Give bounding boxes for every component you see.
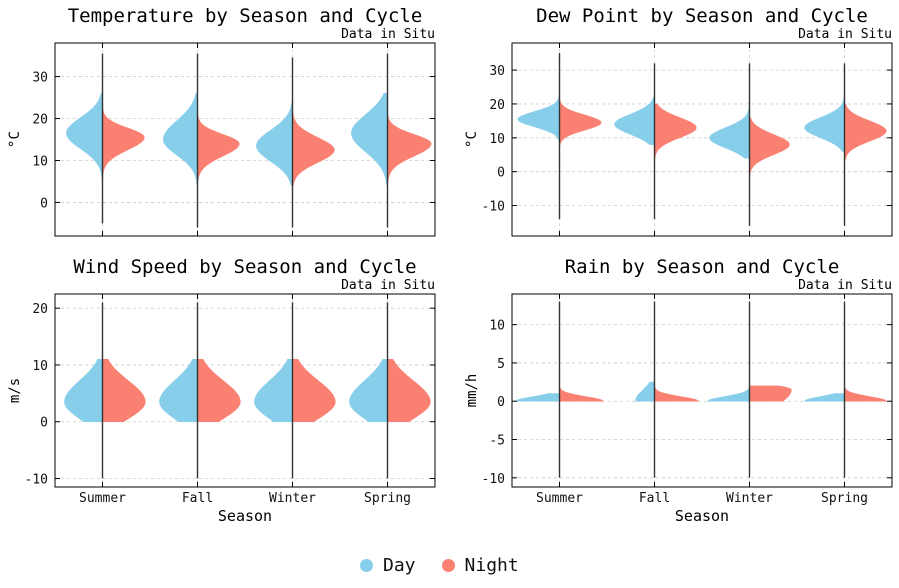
- violin-night-fall: [654, 103, 697, 192]
- y-tick-label: 20: [32, 302, 48, 317]
- violin-night-fall: [197, 358, 241, 423]
- y-tick-label: 0: [40, 416, 48, 431]
- axes-frame: [511, 293, 893, 488]
- violin-day-fall: [159, 358, 198, 423]
- violin-day-fall: [635, 381, 655, 402]
- panel-title: Temperature by Season and Cycle: [68, 5, 423, 27]
- y-tick-label: 10: [32, 359, 48, 374]
- violin-day-winter: [256, 101, 293, 186]
- panel-1: 0 10 20 30 Temperature by Season and CycleDa…: [7, 5, 436, 237]
- y-tick-label: 0: [40, 196, 48, 211]
- y-axis-label: °C: [7, 131, 23, 148]
- legend-item-night: Night: [441, 554, 519, 576]
- x-tick-label: Winter: [269, 491, 316, 506]
- violin-night-summer: [102, 93, 145, 182]
- panel-3: -10 0 10 20 Summer Fall Winter Spring Wind Speed…: [7, 256, 436, 525]
- violin-day-winter: [707, 378, 750, 402]
- violin-night-spring: [387, 93, 432, 186]
- violin-day-fall: [162, 93, 198, 186]
- x-axis-label: Season: [218, 507, 272, 525]
- violin-day-spring: [804, 96, 845, 152]
- axes-frame: [54, 42, 436, 237]
- legend-label-day: Day: [383, 554, 416, 576]
- x-tick-label: Summer: [536, 491, 583, 506]
- y-tick-label: -10: [482, 200, 505, 215]
- violin-night-summer: [102, 358, 146, 423]
- panel-subtitle: Data in Situ: [798, 27, 892, 42]
- violin-night-winter: [749, 385, 792, 402]
- y-tick-label: 20: [489, 98, 505, 113]
- panel-title: Dew Point by Season and Cycle: [536, 5, 868, 27]
- legend-marker-day: [360, 558, 373, 572]
- violin-day-spring: [804, 393, 845, 402]
- y-tick-label: 0: [497, 395, 505, 410]
- panel-2: -10 0 10 20 30 Dew Point by Season and CycleD…: [464, 5, 893, 237]
- y-tick-label: 20: [32, 113, 48, 128]
- y-tick-label: 10: [489, 132, 505, 147]
- violin-day-winter: [709, 96, 750, 159]
- panel-title: Wind Speed by Season and Cycle: [73, 256, 416, 278]
- x-tick-label: Fall: [182, 491, 213, 506]
- y-tick-label: 30: [32, 71, 48, 86]
- x-tick-label: Spring: [821, 491, 868, 506]
- x-tick-label: Spring: [364, 491, 411, 506]
- violin-day-spring: [351, 93, 388, 186]
- violin-day-summer: [515, 393, 560, 402]
- violin-day-summer: [64, 358, 103, 423]
- legend-label-night: Night: [464, 554, 519, 576]
- y-tick-label: -5: [489, 434, 505, 449]
- y-tick-label: 5: [497, 357, 505, 372]
- violin-night-fall: [197, 93, 240, 186]
- violin-day-winter: [254, 358, 293, 423]
- panel-subtitle: Data in Situ: [341, 278, 435, 293]
- y-tick-label: 10: [489, 319, 505, 334]
- legend-marker-night: [441, 558, 455, 572]
- axes-frame: [54, 293, 436, 488]
- y-tick-label: 0: [497, 166, 505, 181]
- violin-night-winter: [292, 358, 336, 423]
- axes-frame: [511, 42, 893, 237]
- y-tick-label: -10: [482, 472, 505, 487]
- y-axis-label: °C: [464, 131, 480, 148]
- y-tick-label: 30: [489, 64, 505, 79]
- x-tick-label: Summer: [79, 491, 126, 506]
- violin-day-spring: [349, 358, 388, 423]
- legend: Day Night: [360, 550, 519, 580]
- y-tick-label: -10: [25, 472, 48, 487]
- x-axis-label: Season: [675, 507, 729, 525]
- violin-night-summer: [559, 378, 604, 402]
- panel-4: -10 -5 0 5 10 Summer Fall Winter Spring Rain by S…: [464, 256, 893, 525]
- violin-night-summer: [559, 90, 602, 189]
- x-tick-label: Fall: [639, 491, 670, 506]
- violin-day-summer: [66, 93, 103, 182]
- panel-title: Rain by Season and Cycle: [565, 256, 840, 278]
- x-tick-label: Winter: [726, 491, 773, 506]
- violin-night-winter: [749, 117, 790, 192]
- y-tick-label: 10: [32, 154, 48, 169]
- y-axis-label: mm/h: [464, 374, 480, 408]
- y-axis-label: m/s: [7, 378, 23, 403]
- legend-item-day: Day: [360, 555, 416, 576]
- violin-night-spring: [844, 378, 887, 402]
- panel-subtitle: Data in Situ: [798, 278, 892, 293]
- violin-night-spring: [387, 358, 431, 423]
- violin-night-spring: [844, 103, 887, 192]
- violin-night-fall: [654, 378, 699, 402]
- violin-day-fall: [614, 96, 655, 145]
- violin-night-winter: [292, 109, 335, 186]
- panel-subtitle: Data in Situ: [341, 27, 435, 42]
